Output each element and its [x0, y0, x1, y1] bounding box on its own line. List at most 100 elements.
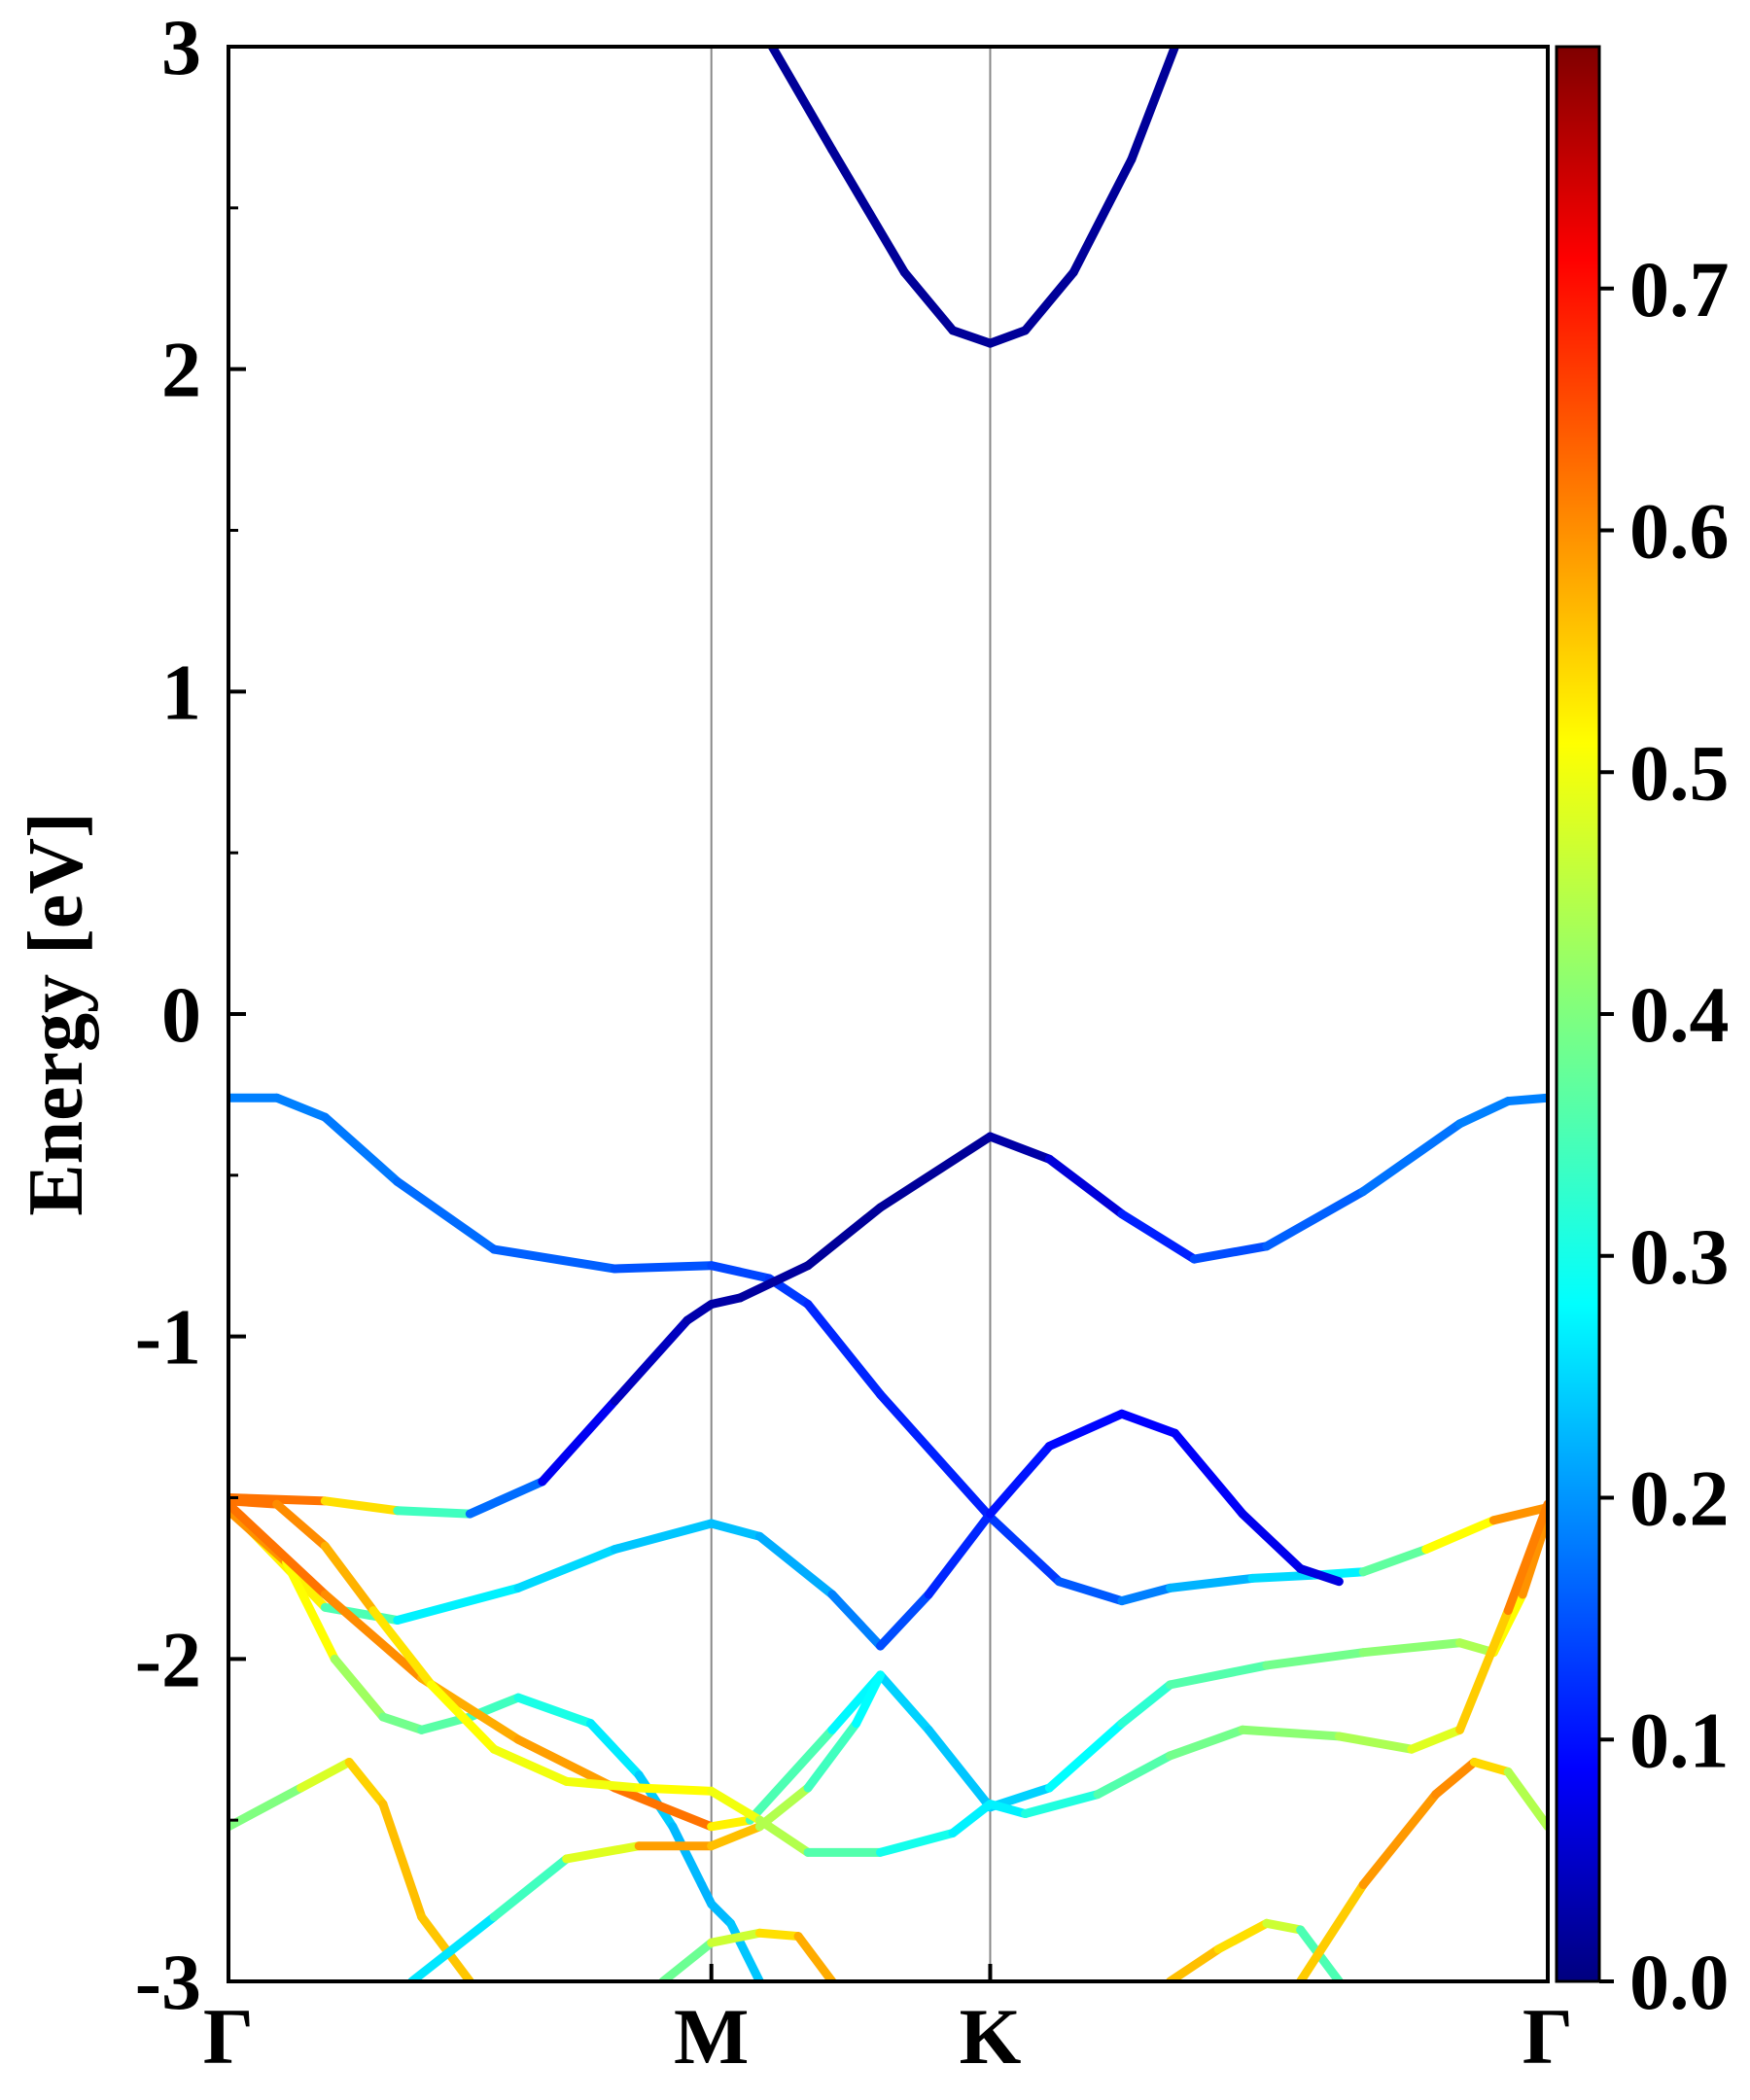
band-8-segment	[228, 1783, 306, 1832]
y-tick-label: -2	[135, 1615, 201, 1703]
kpoint-label: Γ	[203, 1992, 254, 2081]
band-12-segment	[1469, 1757, 1513, 1776]
band-4-segment	[1044, 1409, 1127, 1451]
band-5-segment	[330, 1654, 388, 1722]
band-10-segment	[658, 1938, 717, 1981]
band-7-segment	[489, 1744, 572, 1786]
band-8-segment	[417, 1912, 474, 1981]
band-6-segment	[1262, 1648, 1368, 1670]
band-4-segment	[985, 1441, 1054, 1519]
band-6-segment	[320, 1590, 427, 1683]
band-2-segment	[707, 1261, 774, 1283]
y-tick-label: -1	[135, 1293, 201, 1382]
colorbar-tick-label: 0.4	[1629, 970, 1730, 1059]
band-3-segment	[1358, 1119, 1465, 1196]
band-2-segment	[393, 1176, 499, 1254]
band-12-segment	[1503, 1767, 1548, 1832]
band-10-segment	[754, 1928, 803, 1942]
band-1-segment	[767, 47, 837, 155]
band-3-segment	[803, 1203, 886, 1271]
band-1-segment	[1127, 47, 1180, 164]
band-11	[1166, 1918, 1344, 1981]
band-2-segment	[803, 1300, 886, 1399]
band-4	[228, 1409, 1344, 1651]
band-3-segment	[393, 1506, 474, 1519]
band-9-segment	[707, 1822, 764, 1851]
band-3-segment	[1044, 1154, 1127, 1219]
band-10-segment	[707, 1928, 764, 1947]
band-7-segment	[427, 1680, 499, 1754]
band-7-segment	[1407, 1725, 1465, 1754]
band-1-segment	[1021, 267, 1078, 335]
band-6-segment	[1518, 1512, 1548, 1599]
band-6-segment	[610, 1783, 717, 1832]
band-9-segment	[489, 1854, 572, 1922]
band-11-segment	[1213, 1918, 1272, 1954]
band-2-segment	[1117, 1583, 1175, 1606]
band-9-segment	[852, 1670, 886, 1729]
band-3-segment	[707, 1293, 745, 1309]
band-2-segment	[1247, 1570, 1320, 1583]
band-6-segment	[707, 1815, 754, 1832]
band-7-segment	[985, 1800, 1031, 1819]
band-12	[1296, 1757, 1548, 1981]
band-9-segment	[754, 1783, 813, 1832]
band-3-segment	[1189, 1242, 1272, 1264]
colorbar-tick-label: 0.2	[1629, 1454, 1730, 1543]
band-3-segment	[876, 1132, 995, 1212]
band-7-segment	[272, 1499, 330, 1551]
band-11-segment	[1262, 1918, 1306, 1935]
band-4-segment	[827, 1590, 886, 1651]
band-6-segment	[924, 1725, 995, 1812]
band-6-segment	[228, 1499, 330, 1599]
band-9	[407, 1670, 886, 1981]
band-8-segment	[297, 1757, 354, 1793]
band-5-segment	[726, 1918, 764, 1981]
band-7-segment	[876, 1828, 958, 1857]
band-2-segment	[876, 1389, 995, 1522]
band-2-segment	[1488, 1502, 1548, 1525]
band-6-segment	[745, 1725, 837, 1825]
band-5-segment	[586, 1719, 644, 1780]
band-12-segment	[1296, 1880, 1368, 1981]
band-1	[767, 47, 1180, 348]
band-11-segment	[1166, 1944, 1223, 1981]
band-7-segment	[948, 1800, 995, 1838]
band-4-segment	[1117, 1409, 1180, 1438]
band-2-segment	[1421, 1516, 1498, 1555]
colorbar-tick-label: 0.1	[1629, 1696, 1730, 1784]
band-3-segment	[320, 1496, 402, 1516]
band-10	[658, 1928, 837, 1981]
band-8	[228, 1757, 474, 1981]
band-7-segment	[1334, 1732, 1417, 1754]
band-6-segment	[1117, 1680, 1175, 1729]
band-7-segment	[368, 1606, 437, 1690]
band-3-segment	[985, 1132, 1054, 1164]
band-7-segment	[1166, 1725, 1247, 1761]
band-4-segment	[754, 1531, 837, 1599]
band-5-segment	[513, 1693, 596, 1729]
y-tick-label: 2	[161, 326, 201, 414]
y-tick-label: 1	[161, 648, 201, 736]
band-4-segment	[876, 1590, 933, 1651]
band-1-segment	[1068, 155, 1137, 277]
band-2-segment	[320, 1112, 402, 1186]
band-7-segment	[707, 1786, 764, 1825]
band-5-segment	[668, 1822, 707, 1889]
band-3-segment	[1117, 1209, 1199, 1264]
band-7-segment	[1455, 1606, 1513, 1734]
band-7	[228, 1496, 1548, 1857]
band-6-segment	[513, 1734, 619, 1793]
band-4-segment	[393, 1583, 523, 1626]
band-2-segment	[489, 1244, 619, 1274]
band-2-segment	[272, 1093, 330, 1122]
colorbar-tick-label: 0.3	[1629, 1212, 1730, 1301]
band-1-segment	[827, 145, 909, 277]
plot-frame	[227, 45, 1550, 1983]
band-3-segment	[1503, 1093, 1548, 1106]
colorbar-tick-label: 0.5	[1629, 728, 1730, 817]
band-lines	[228, 47, 1548, 1981]
band-3	[228, 1093, 1548, 1519]
band-7-segment	[320, 1541, 378, 1616]
band-9-segment	[562, 1841, 644, 1864]
